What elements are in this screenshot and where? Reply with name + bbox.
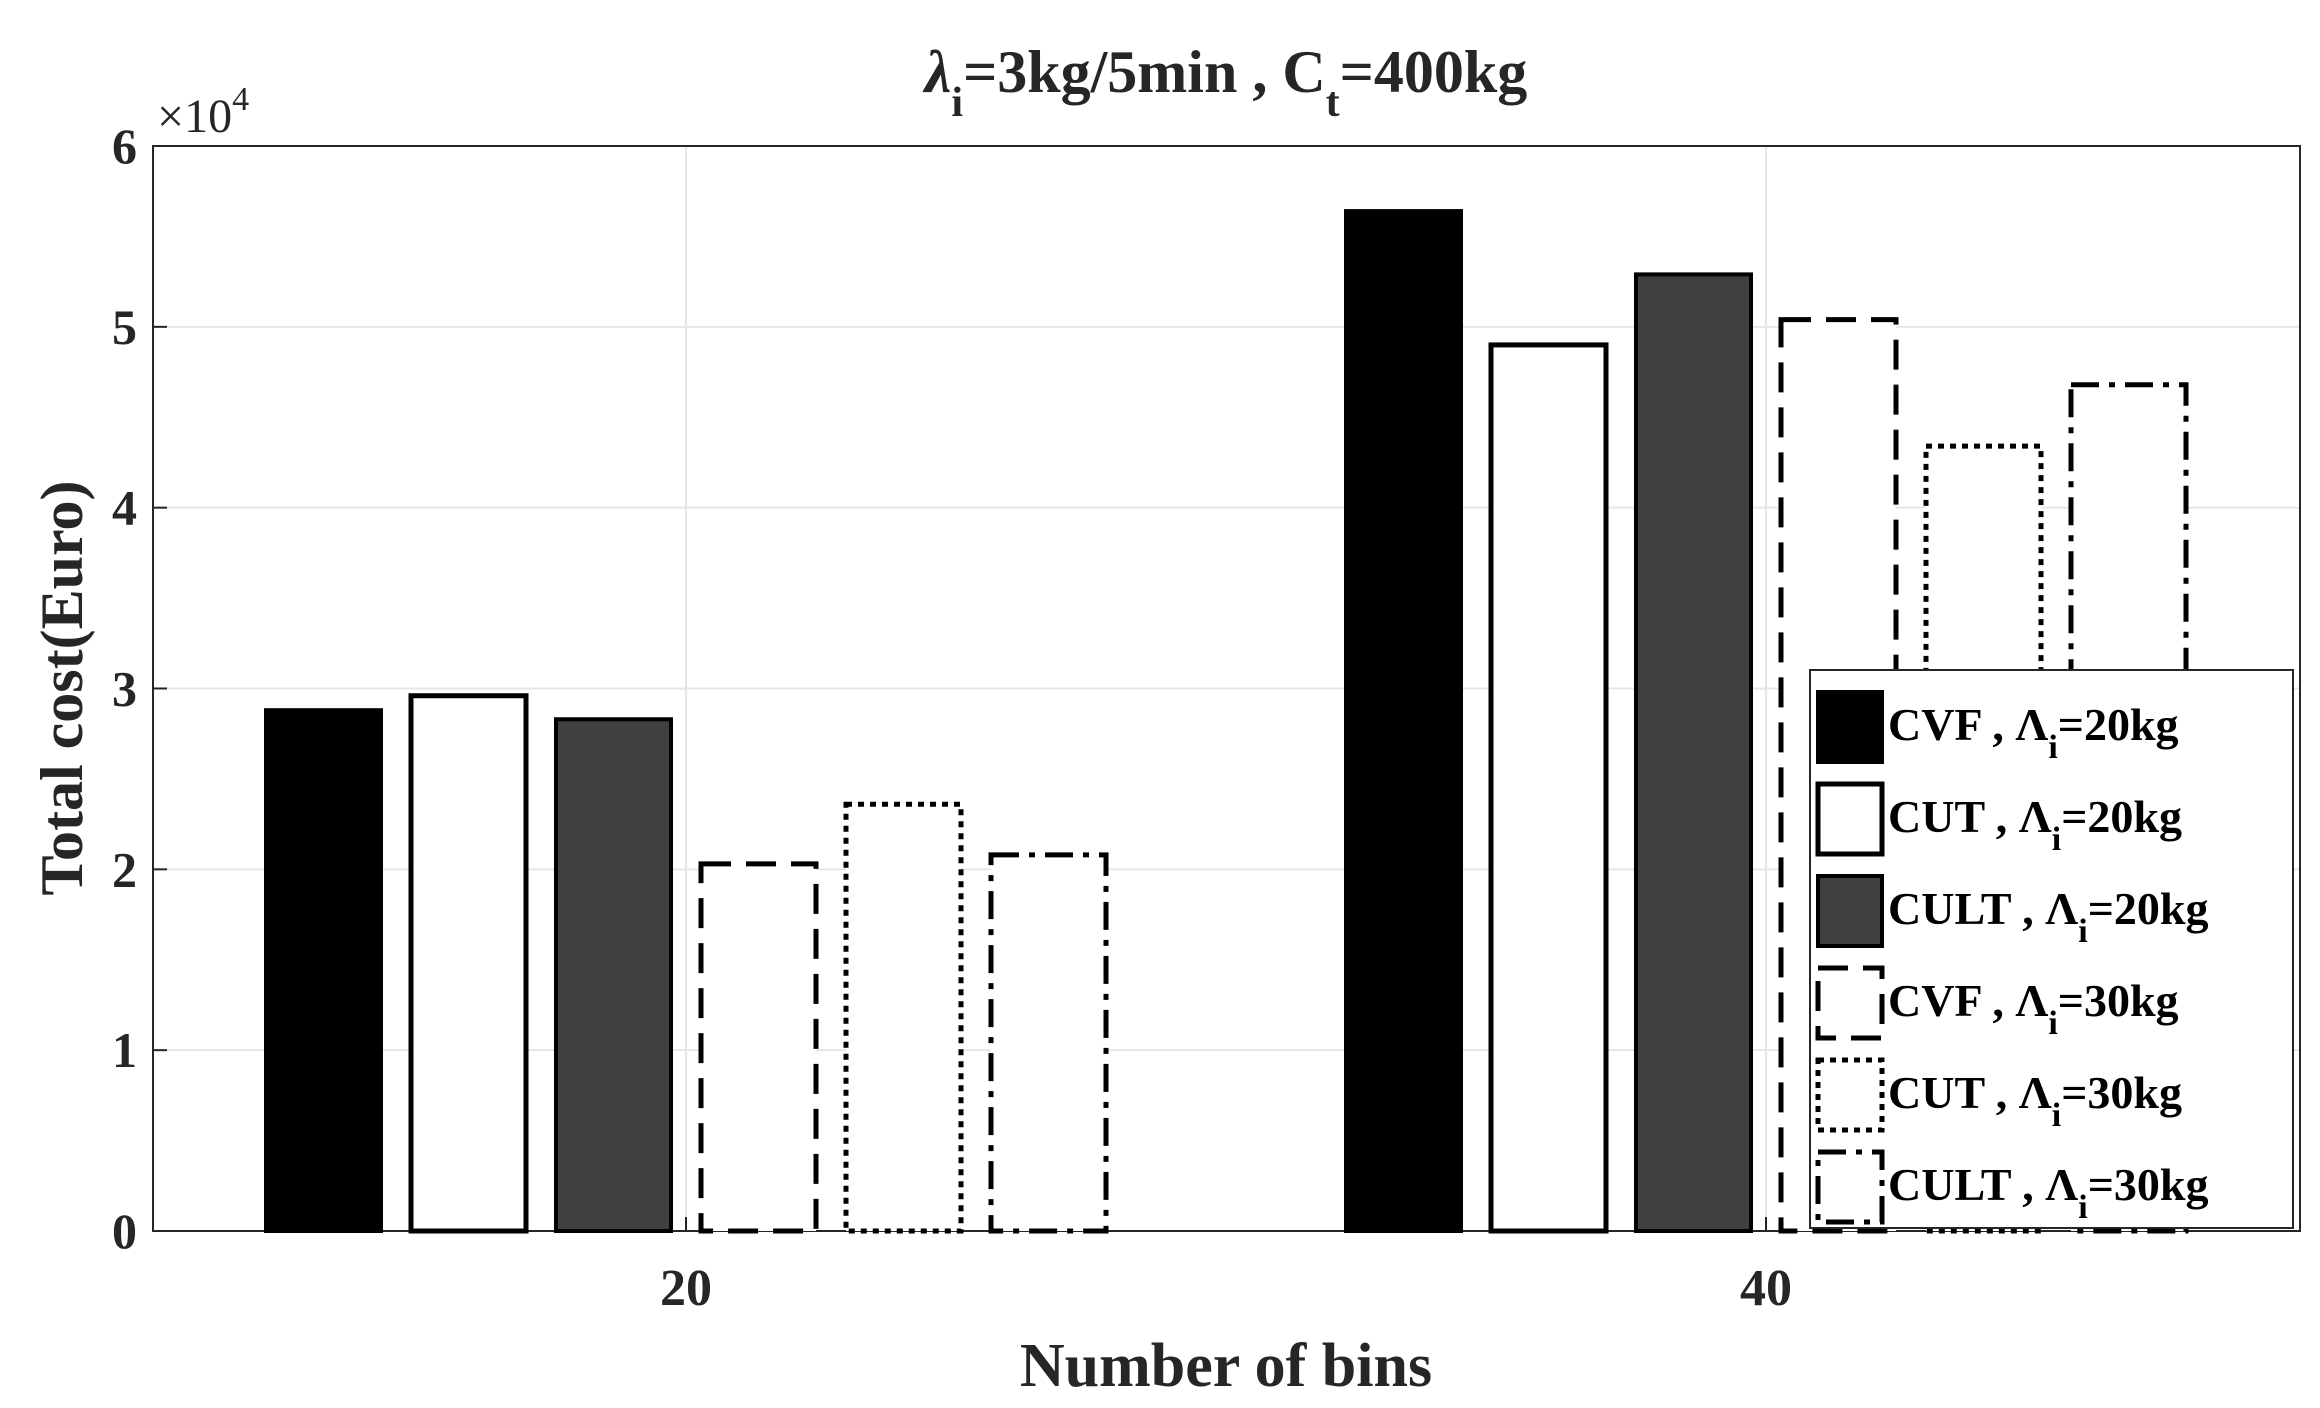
bar-white-solid-40 xyxy=(1488,342,1609,1234)
y-tick-label: 5 xyxy=(112,299,137,355)
y-tick-label: 0 xyxy=(112,1203,137,1259)
bar-solid-gray-20 xyxy=(554,717,673,1233)
x-tick-label: 20 xyxy=(660,1260,712,1317)
x-axis-label: Number of bins xyxy=(1020,1332,1432,1400)
legend-swatch-solid-gray xyxy=(1816,874,1884,948)
legend-label: CUT , Λi=20kg xyxy=(1888,791,2182,858)
title-middle: =3kg/5min , C xyxy=(963,39,1326,105)
bar-white-solid-20 xyxy=(408,693,529,1234)
title-end: =400kg xyxy=(1340,39,1528,105)
legend-label: CVF , Λi=20kg xyxy=(1888,699,2179,766)
legend-box xyxy=(1809,669,2294,1229)
exponent-base: ×10 xyxy=(157,90,232,143)
y-exponent-label: ×104 xyxy=(157,81,249,143)
legend-swatch-solid-black xyxy=(1816,690,1884,764)
legend-swatch-dashed xyxy=(1815,965,1885,1041)
legend-label: CVF , Λi=30kg xyxy=(1888,975,2179,1042)
y-axis-label: Total cost(Euro) xyxy=(29,480,95,895)
bar-dotted-20 xyxy=(843,801,964,1234)
y-tick-label: 4 xyxy=(112,480,137,536)
title-lambda: λ xyxy=(922,39,952,105)
bar-dashed-20 xyxy=(698,861,819,1234)
y-tick-label: 6 xyxy=(112,118,137,174)
y-tick-label: 2 xyxy=(112,841,137,897)
legend-label: CULT , Λi=20kg xyxy=(1888,883,2208,950)
bar-dashdot-20 xyxy=(988,852,1109,1234)
legend-swatch-dotted xyxy=(1815,1057,1885,1133)
legend-label: CULT , Λi=30kg xyxy=(1888,1159,2208,1226)
legend-swatch-dashdot xyxy=(1815,1149,1885,1225)
title-sub-i: i xyxy=(951,80,963,126)
y-tick-label: 1 xyxy=(112,1022,137,1078)
bar-solid-black-20 xyxy=(264,708,383,1233)
axis-ticks: 0 1 2 3 4 5 6 20 40 xyxy=(112,118,1792,1317)
exponent-power: 4 xyxy=(232,81,249,118)
bar-solid-gray-40 xyxy=(1634,272,1753,1233)
legend: CVF , Λi=20kg CUT , Λi=20kg CULT , Λi=20kg… xyxy=(1809,669,2294,1229)
legend-swatch-white-solid xyxy=(1815,781,1885,857)
title-sub-t: t xyxy=(1326,80,1340,126)
legend-label: CUT , Λi=30kg xyxy=(1888,1067,2182,1134)
y-tick-label: 3 xyxy=(112,661,137,717)
chart-title: λi=3kg/5min , Ct=400kg xyxy=(922,39,1527,126)
x-tick-label: 40 xyxy=(1740,1260,1792,1317)
bar-solid-black-40 xyxy=(1344,209,1463,1234)
